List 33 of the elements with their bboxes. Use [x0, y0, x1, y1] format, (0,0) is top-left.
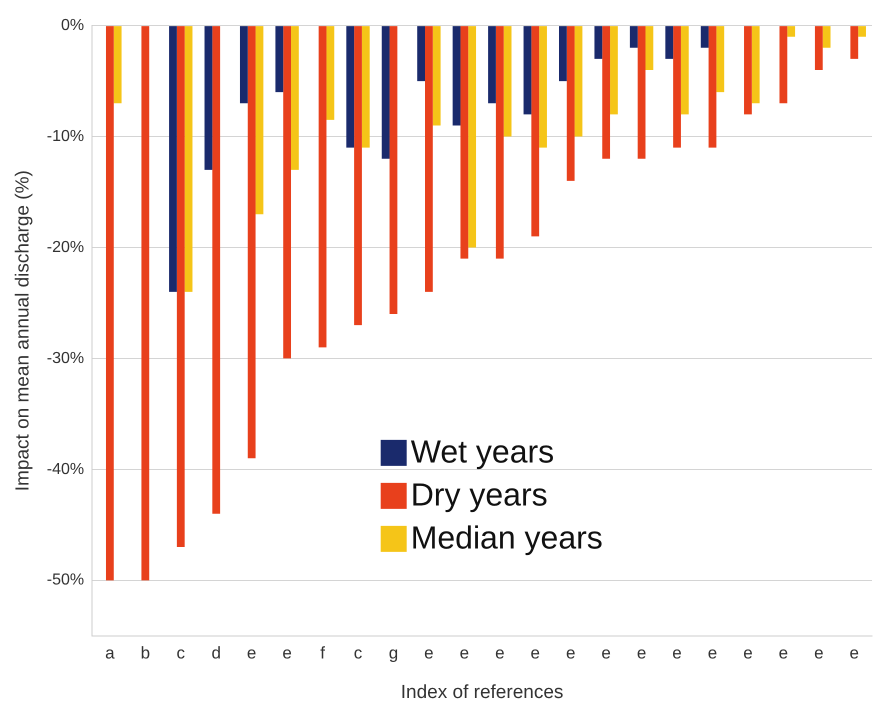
x-tick-label: c [354, 644, 363, 663]
x-tick-label: e [672, 644, 682, 663]
x-tick-label: e [566, 644, 576, 663]
y-tick-label: 0% [61, 17, 84, 34]
x-tick-label: e [460, 644, 470, 663]
x-axis-title: Index of references [400, 682, 564, 703]
x-tick-label: d [211, 644, 221, 663]
x-tick-label: e [814, 644, 824, 663]
y-axis-title: Impact on mean annual discharge (%) [12, 170, 34, 492]
x-tick-label: e [424, 644, 434, 663]
y-tick-label: -30% [46, 350, 84, 367]
x-tick-label: e [636, 644, 646, 663]
x-tick-label: e [708, 644, 718, 663]
x-tick-label: e [282, 644, 292, 663]
legend-label: Median years [410, 520, 603, 556]
x-tick-label: g [388, 644, 398, 663]
x-tick-label: f [320, 644, 326, 663]
x-tick-label: e [601, 644, 611, 663]
x-tick-label: e [778, 644, 788, 663]
x-tick-label: e [850, 644, 860, 663]
legend-label: Wet years [410, 434, 554, 470]
y-tick-label: -40% [46, 460, 84, 478]
x-tick-label: e [246, 644, 256, 663]
x-tick-label: e [743, 644, 753, 663]
y-tick-label: -20% [46, 238, 84, 256]
y-tick-label: -50% [46, 572, 84, 589]
x-tick-label: a [105, 644, 116, 663]
x-tick-label: e [495, 644, 505, 663]
x-tick-label: e [530, 644, 540, 663]
legend-label: Dry years [410, 476, 548, 513]
x-tick-label: c [176, 644, 186, 663]
y-tick-label: -10% [46, 128, 84, 145]
x-tick-label: b [140, 644, 150, 663]
